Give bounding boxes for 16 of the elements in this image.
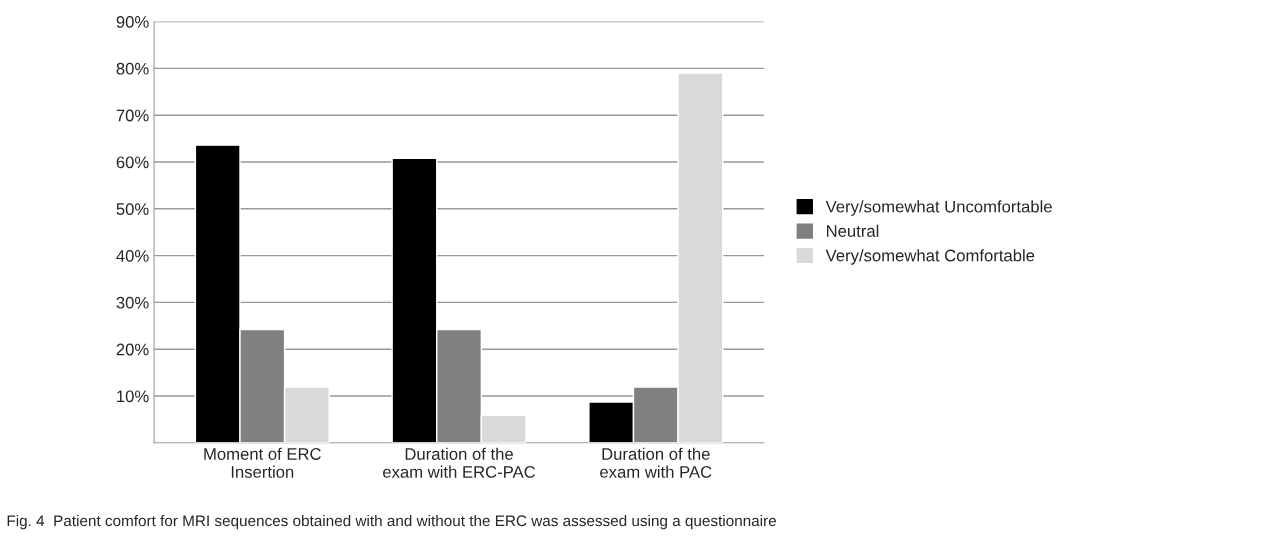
y-tick-label: 30% xyxy=(116,296,149,309)
legend-label: Very/somewhat Uncomfortable xyxy=(825,200,1052,216)
legend-label: Neutral xyxy=(826,224,879,237)
y-tick-label: 80% xyxy=(116,62,149,75)
x-tick-label: Duration of the exam with PAC xyxy=(600,447,712,478)
y-tick-label: 60% xyxy=(116,156,149,169)
y-tick-label: 10% xyxy=(117,390,149,403)
y-tick-label: 50% xyxy=(116,203,149,215)
legend-label: Very/somewhat Comfortable xyxy=(825,249,1035,265)
x-tick-label: Moment of ERC Insertion xyxy=(204,447,321,478)
x-tick-label: Duration of the exam with ERC-PAC xyxy=(383,447,536,478)
caption: Fig. 4 Patient comfort for MRI sequences obtained with and without the ERC was assessed using a questionnaire xyxy=(7,514,776,530)
y-tick-label: 90% xyxy=(116,16,149,28)
y-tick-label: 20% xyxy=(116,343,149,356)
y-tick-label: 70% xyxy=(116,109,149,122)
y-tick-label: 40% xyxy=(116,250,149,262)
